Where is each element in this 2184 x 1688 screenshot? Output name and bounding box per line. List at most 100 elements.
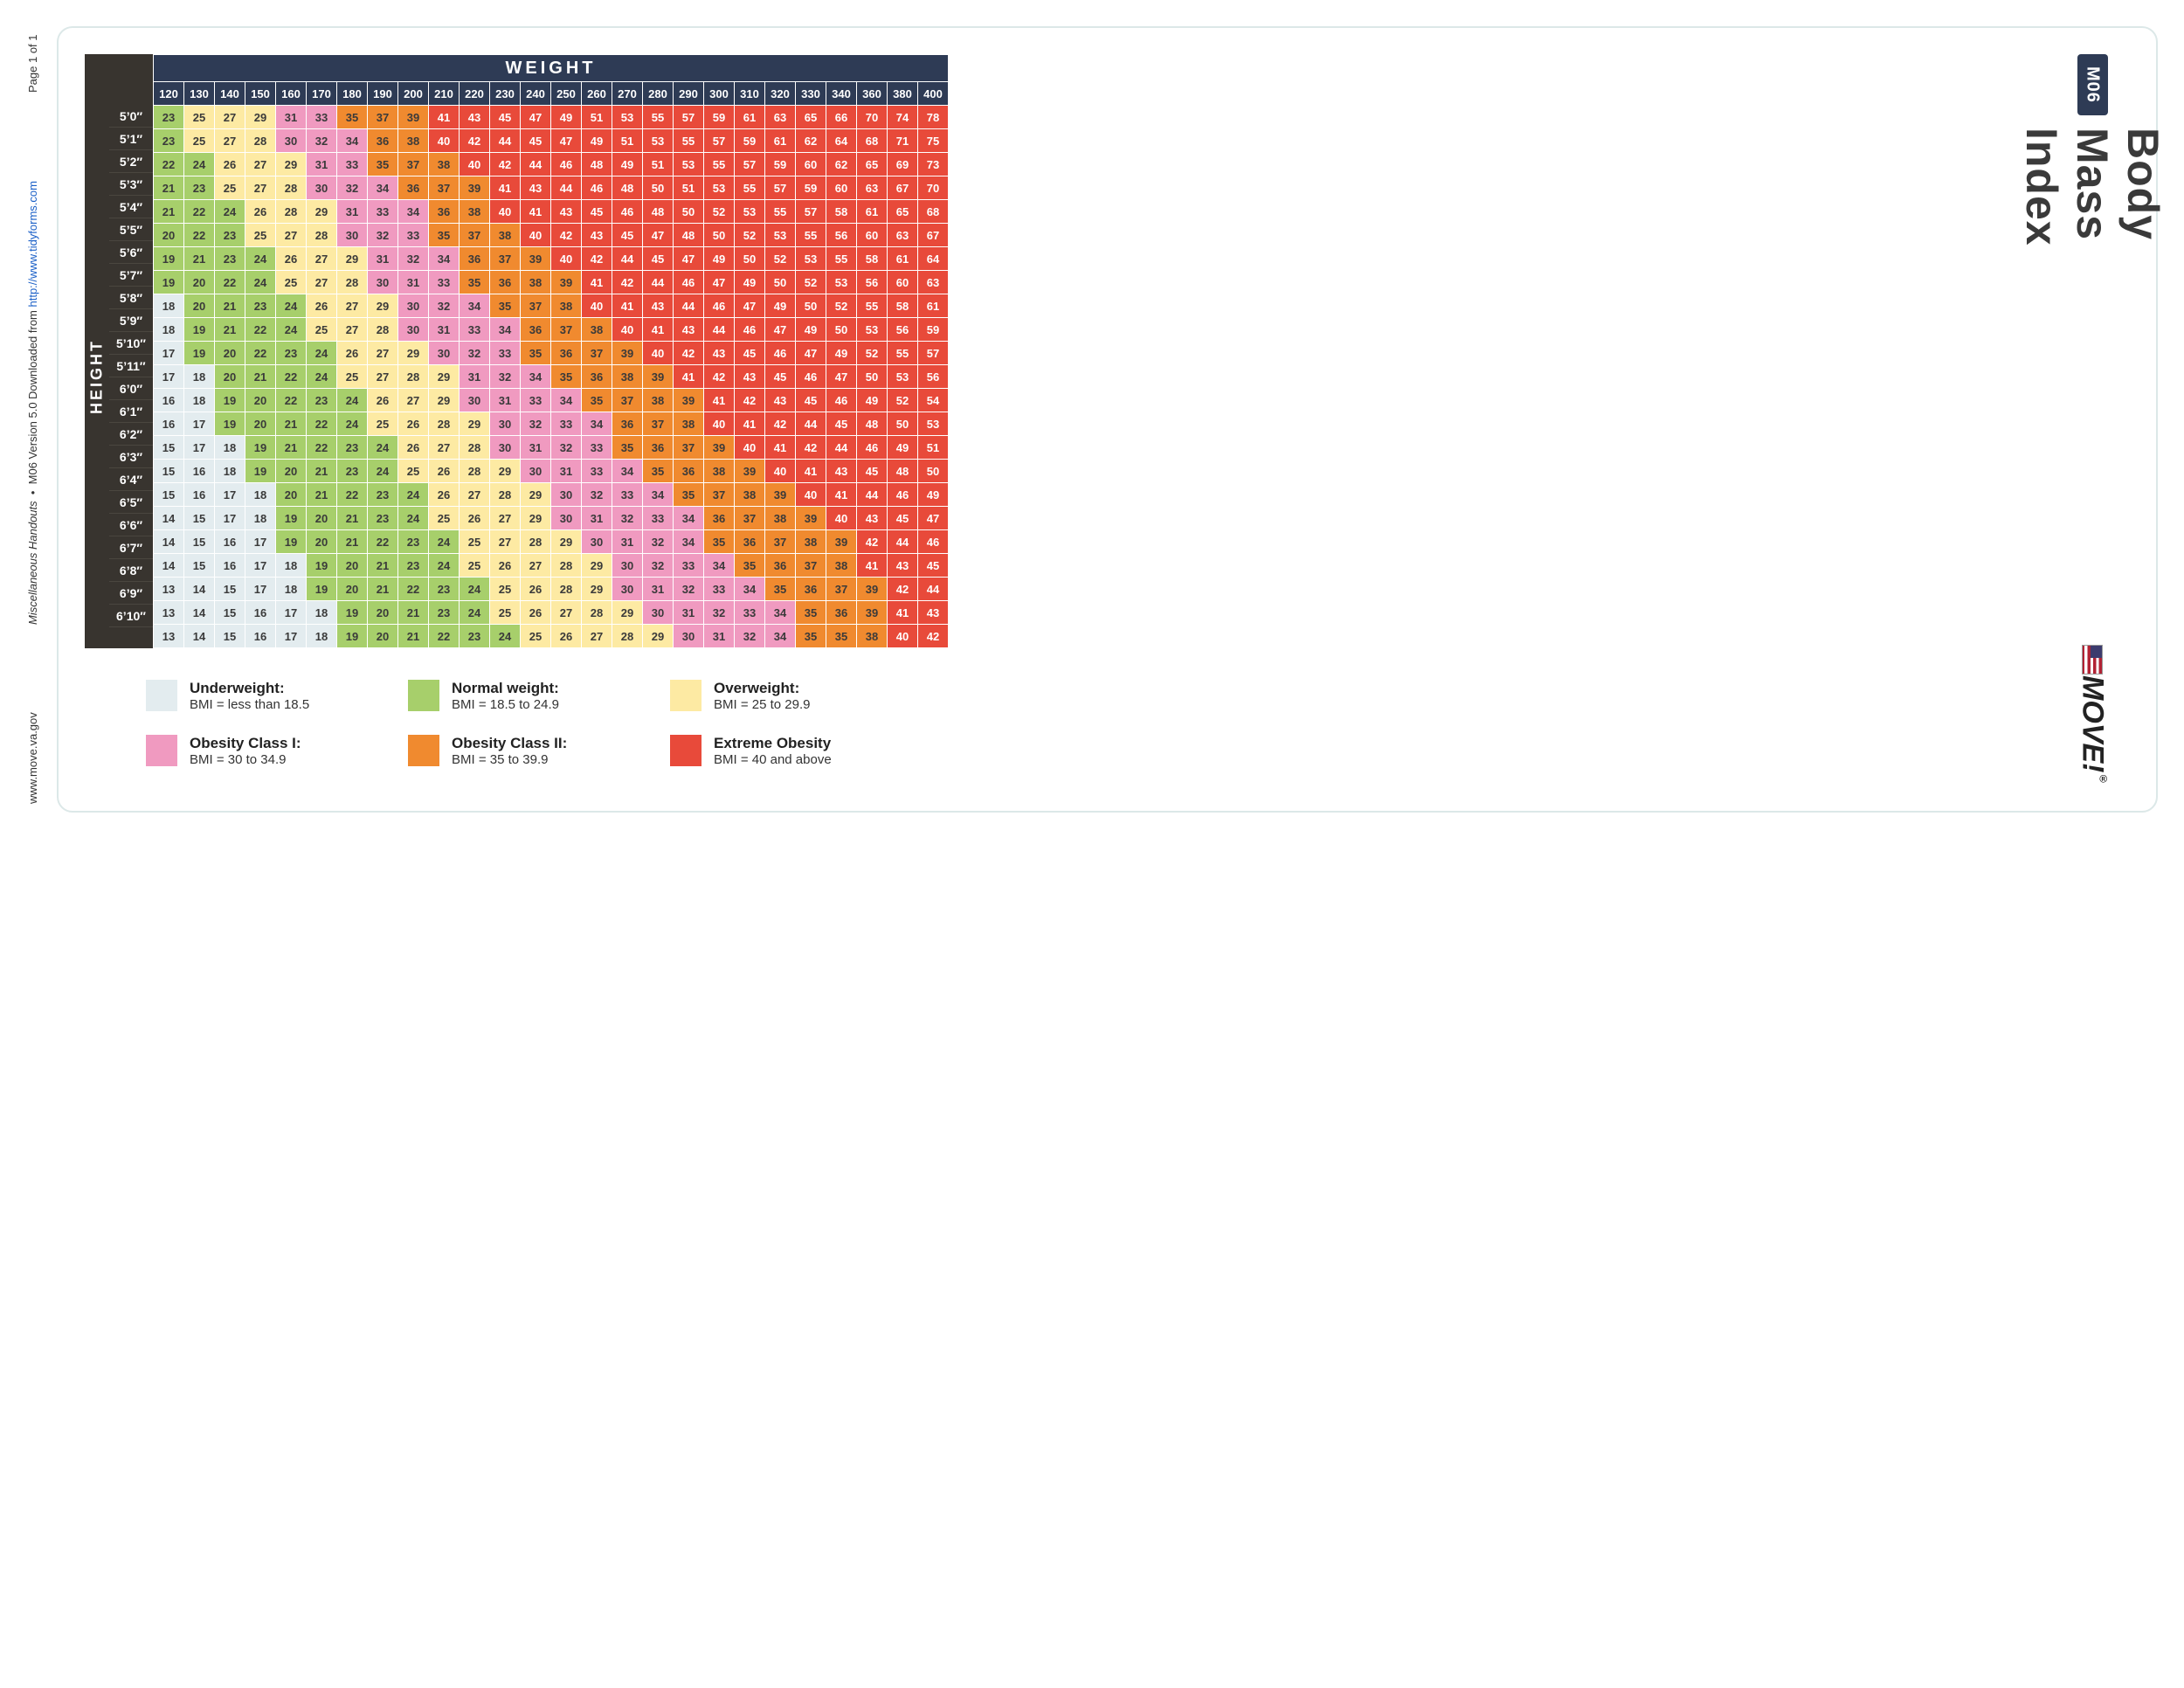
bmi-cell: 20 — [184, 271, 214, 294]
bmi-cell: 57 — [735, 153, 764, 176]
bmi-cell: 45 — [826, 412, 856, 435]
bmi-cell: 35 — [704, 530, 734, 553]
bmi-cell: 39 — [398, 106, 428, 128]
bmi-cell: 32 — [704, 601, 734, 624]
bmi-cell: 16 — [245, 625, 275, 647]
bmi-cell: 20 — [215, 342, 245, 364]
bmi-cell: 47 — [735, 294, 764, 317]
bmi-cell: 25 — [215, 176, 245, 199]
bmi-cell: 38 — [521, 271, 550, 294]
bmi-cell: 45 — [918, 554, 948, 577]
bmi-cell: 52 — [857, 342, 887, 364]
bmi-cell: 27 — [460, 483, 489, 506]
weight-label: 220 — [460, 82, 489, 105]
bmi-cell: 33 — [704, 578, 734, 600]
bmi-cell: 20 — [307, 530, 336, 553]
bmi-cell: 31 — [582, 507, 612, 529]
bmi-cell: 59 — [796, 176, 826, 199]
bmi-cell: 52 — [765, 247, 795, 270]
bmi-cell: 43 — [582, 224, 612, 246]
bmi-cell: 19 — [307, 578, 336, 600]
bmi-cell: 23 — [460, 625, 489, 647]
bmi-cell: 34 — [612, 460, 642, 482]
bmi-cell: 33 — [674, 554, 703, 577]
bmi-cell: 36 — [460, 247, 489, 270]
bmi-cell: 35 — [612, 436, 642, 459]
bmi-cell: 47 — [826, 365, 856, 388]
table-row: 1415171819202123242526272930313233343637… — [154, 507, 948, 529]
bmi-cell: 24 — [184, 153, 214, 176]
bmi-cell: 25 — [460, 554, 489, 577]
bmi-cell: 39 — [857, 578, 887, 600]
bmi-cell: 15 — [184, 530, 214, 553]
legend-range: BMI = 30 to 34.9 — [190, 752, 301, 767]
bmi-cell: 60 — [888, 271, 917, 294]
bmi-cell: 38 — [704, 460, 734, 482]
height-label: 5’5″ — [109, 218, 153, 241]
bmi-cell: 21 — [154, 176, 183, 199]
bmi-cell: 36 — [490, 271, 520, 294]
bmi-cell: 27 — [368, 342, 397, 364]
weight-label: 240 — [521, 82, 550, 105]
bmi-cell: 49 — [704, 247, 734, 270]
bmi-cell: 38 — [460, 200, 489, 223]
legend-range: BMI = less than 18.5 — [190, 697, 309, 712]
height-label: 6’5″ — [109, 491, 153, 514]
bmi-cell: 52 — [704, 200, 734, 223]
bmi-cell: 33 — [398, 224, 428, 246]
height-label: 6’6″ — [109, 514, 153, 536]
bmi-cell: 31 — [490, 389, 520, 412]
bmi-cell: 37 — [582, 342, 612, 364]
bmi-cell: 21 — [215, 318, 245, 341]
height-label: 6’7″ — [109, 536, 153, 559]
table-row: 1718202122242527282931323435363839414243… — [154, 365, 948, 388]
bmi-cell: 30 — [337, 224, 367, 246]
bmi-cell: 67 — [888, 176, 917, 199]
bmi-cell: 46 — [888, 483, 917, 506]
bmi-cell: 57 — [796, 200, 826, 223]
bmi-cell: 19 — [337, 601, 367, 624]
bmi-cell: 15 — [154, 436, 183, 459]
bmi-cell: 25 — [184, 129, 214, 152]
bmi-cell: 22 — [276, 365, 306, 388]
bmi-cell: 33 — [368, 200, 397, 223]
bmi-cell: 53 — [888, 365, 917, 388]
table-row: 2122242628293133343638404143454648505253… — [154, 200, 948, 223]
bmi-cell: 18 — [276, 554, 306, 577]
bmi-cell: 46 — [857, 436, 887, 459]
bmi-cell: 35 — [643, 460, 673, 482]
bmi-cell: 29 — [276, 153, 306, 176]
bmi-cell: 50 — [704, 224, 734, 246]
bmi-cell: 22 — [184, 224, 214, 246]
bmi-cell: 47 — [796, 342, 826, 364]
bmi-cell: 48 — [857, 412, 887, 435]
bmi-cell: 28 — [276, 176, 306, 199]
bmi-cell: 34 — [337, 129, 367, 152]
bmi-cell: 41 — [582, 271, 612, 294]
bmi-cell: 35 — [429, 224, 459, 246]
bmi-cell: 27 — [245, 176, 275, 199]
bmi-cell: 32 — [490, 365, 520, 388]
bmi-cell: 26 — [307, 294, 336, 317]
bmi-cell: 56 — [857, 271, 887, 294]
bmi-cell: 75 — [918, 129, 948, 152]
bmi-cell: 40 — [765, 460, 795, 482]
bmi-cell: 40 — [643, 342, 673, 364]
bmi-cell: 50 — [735, 247, 764, 270]
bmi-cell: 46 — [551, 153, 581, 176]
bmi-cell: 30 — [521, 460, 550, 482]
height-label: 5’11″ — [109, 355, 153, 377]
bmi-cell: 39 — [643, 365, 673, 388]
bmi-cell: 26 — [245, 200, 275, 223]
bmi-cell: 25 — [429, 507, 459, 529]
bmi-cell: 30 — [368, 271, 397, 294]
table-row: 1617192021222425262829303233343637384041… — [154, 412, 948, 435]
bmi-cell: 38 — [643, 389, 673, 412]
bmi-cell: 32 — [735, 625, 764, 647]
bmi-cell: 16 — [154, 389, 183, 412]
bmi-cell: 45 — [490, 106, 520, 128]
bmi-cell: 42 — [796, 436, 826, 459]
bmi-cell: 33 — [735, 601, 764, 624]
bmi-cell: 26 — [215, 153, 245, 176]
download-url[interactable]: http://www.tidyforms.com — [26, 181, 39, 307]
